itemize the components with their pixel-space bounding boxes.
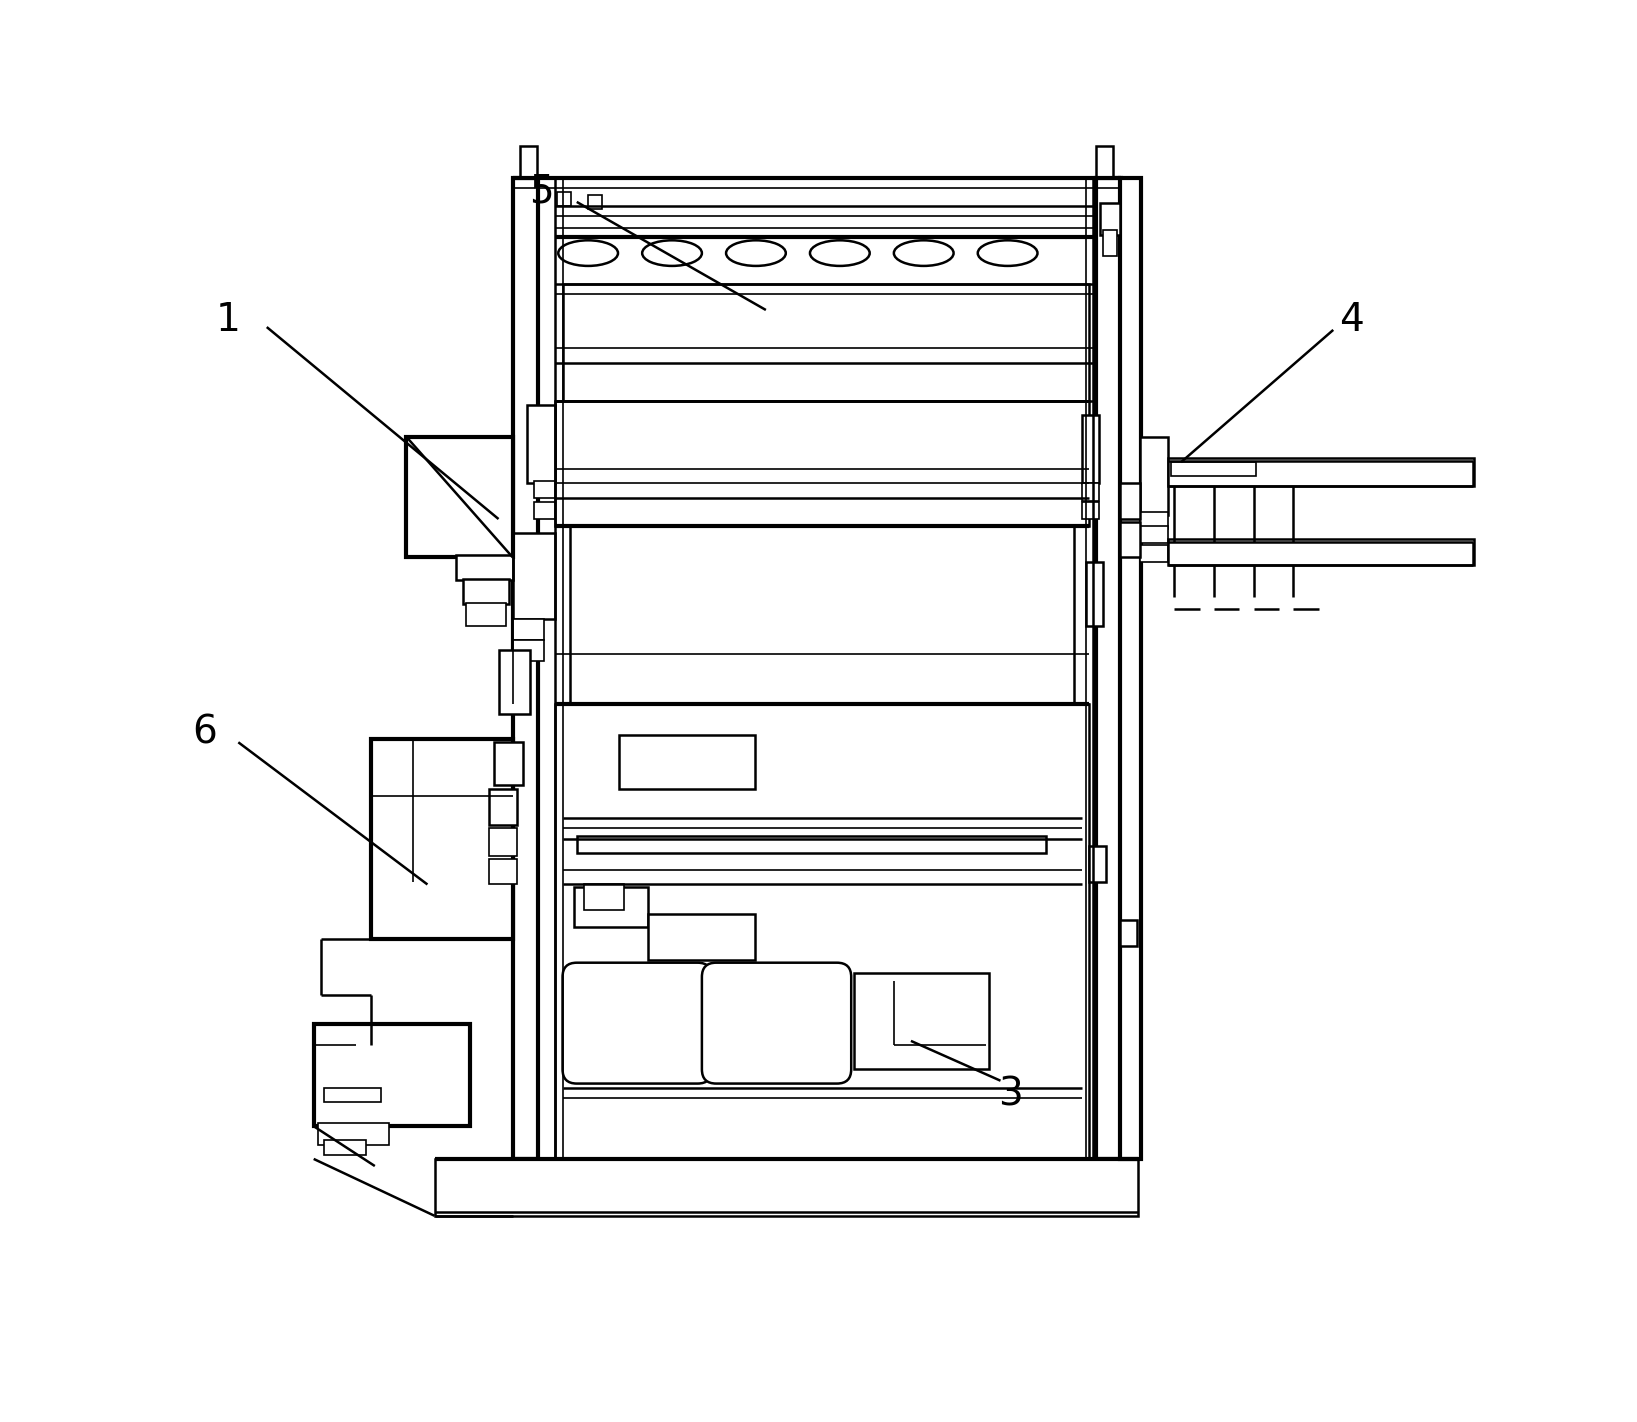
Bar: [1103, 230, 1116, 256]
Text: 6: 6: [192, 714, 216, 751]
Bar: [512, 178, 539, 1159]
Bar: [648, 914, 755, 960]
Bar: [1100, 203, 1120, 235]
Bar: [370, 739, 512, 939]
Ellipse shape: [642, 240, 702, 266]
Bar: [1139, 545, 1169, 562]
Bar: [324, 1140, 367, 1155]
Bar: [584, 884, 624, 910]
Bar: [463, 579, 509, 604]
Bar: [499, 650, 530, 714]
Bar: [570, 526, 1074, 704]
Bar: [488, 828, 517, 856]
Bar: [1089, 846, 1105, 882]
Bar: [1139, 526, 1169, 543]
Bar: [467, 603, 506, 626]
Bar: [1170, 462, 1257, 476]
Bar: [557, 192, 571, 206]
Bar: [521, 146, 537, 178]
Bar: [1169, 458, 1473, 486]
Bar: [434, 1159, 1138, 1216]
Bar: [555, 704, 1089, 1159]
Bar: [1139, 437, 1169, 515]
Bar: [455, 555, 512, 580]
Text: 5: 5: [529, 173, 553, 210]
Text: 1: 1: [216, 301, 241, 338]
Bar: [534, 502, 555, 519]
Bar: [314, 1024, 470, 1126]
Ellipse shape: [810, 240, 869, 266]
Ellipse shape: [558, 240, 619, 266]
FancyBboxPatch shape: [702, 963, 851, 1084]
Bar: [1082, 502, 1098, 519]
Bar: [563, 284, 1089, 401]
Ellipse shape: [727, 240, 786, 266]
Bar: [488, 859, 517, 884]
Bar: [1095, 178, 1121, 1159]
Ellipse shape: [977, 240, 1038, 266]
Bar: [619, 735, 755, 789]
Bar: [1082, 415, 1098, 483]
Bar: [1139, 512, 1169, 529]
FancyBboxPatch shape: [563, 963, 712, 1084]
Bar: [512, 619, 543, 640]
Text: 4: 4: [1339, 301, 1364, 338]
Bar: [406, 437, 512, 557]
Bar: [1095, 146, 1113, 178]
Bar: [576, 836, 1046, 853]
Bar: [318, 1123, 390, 1145]
Bar: [555, 401, 1089, 526]
Bar: [575, 887, 648, 927]
Text: 3: 3: [999, 1076, 1023, 1113]
Bar: [1082, 483, 1098, 501]
Bar: [1120, 920, 1138, 946]
Bar: [855, 973, 989, 1069]
Bar: [1169, 539, 1473, 565]
Bar: [488, 789, 517, 825]
Bar: [512, 533, 555, 619]
Bar: [512, 640, 543, 661]
Bar: [1120, 522, 1139, 557]
Bar: [494, 742, 522, 785]
Bar: [588, 195, 602, 209]
Ellipse shape: [894, 240, 954, 266]
Bar: [527, 405, 555, 483]
Bar: [534, 481, 555, 498]
Bar: [324, 1088, 380, 1102]
Bar: [1120, 178, 1141, 1159]
Bar: [1085, 562, 1103, 626]
Bar: [1120, 483, 1139, 519]
